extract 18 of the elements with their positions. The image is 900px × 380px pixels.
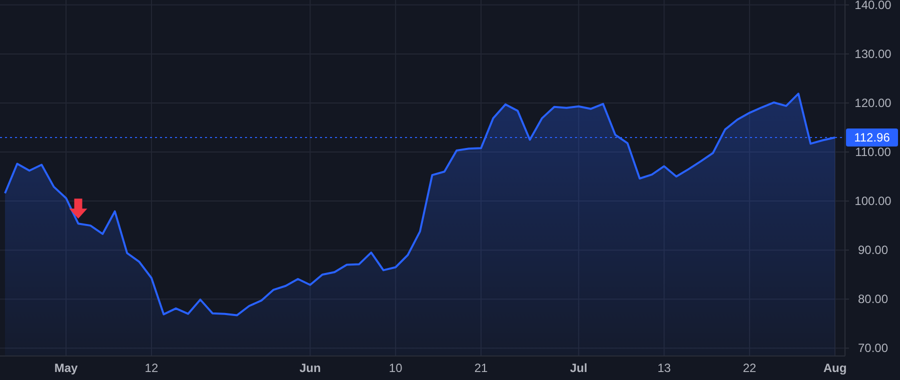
y-tick-label: 130.00: [854, 46, 892, 61]
y-tick-label: 110.00: [855, 145, 892, 160]
y-tick-label: 100.00: [854, 194, 892, 208]
x-tick-label: Aug: [823, 361, 847, 375]
ref-line-label: 112.96: [854, 130, 890, 144]
y-tick-label: 80.00: [858, 292, 888, 306]
y-tick-label: 70.00: [858, 341, 888, 356]
x-tick-label: 22: [742, 361, 757, 375]
x-tick-label: 21: [474, 361, 488, 375]
y-tick-label: 120.00: [854, 96, 892, 110]
x-tick-label: 10: [388, 361, 403, 375]
y-tick-label: 140.00: [854, 0, 892, 12]
x-tick-label: 13: [657, 361, 672, 375]
x-tick-label: Jun: [299, 361, 321, 375]
x-tick-label: May: [54, 361, 78, 375]
y-tick-label: 90.00: [858, 243, 888, 258]
x-tick-label: Jul: [570, 361, 588, 375]
x-tick-label: 12: [144, 361, 158, 375]
